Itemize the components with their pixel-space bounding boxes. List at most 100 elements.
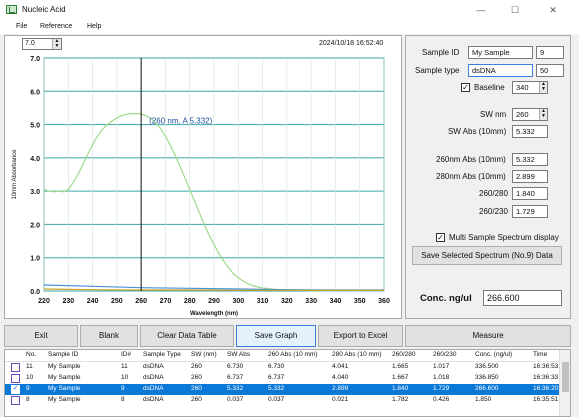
x-tick-label: 350: [354, 298, 366, 305]
ratio-260-280-label: 260/280: [479, 189, 508, 198]
cell-ratio-260-230: 1.017: [433, 363, 450, 370]
column-header-time: Time: [533, 351, 548, 358]
x-tick-label: 360: [378, 298, 390, 305]
plot-timestamp: 2024/10/18 16:52:40: [319, 40, 384, 47]
baseline-label: Baseline: [474, 83, 505, 92]
sample-number-field[interactable]: 9: [536, 46, 564, 59]
cell-no: 8: [26, 396, 30, 403]
y-tick-label: 7.0: [30, 56, 40, 63]
cell-ratio-260-280: 1.782: [392, 396, 409, 403]
results-table[interactable]: No. Sample ID ID# Sample Type SW (nm) SW…: [4, 349, 571, 417]
table-scrollbar[interactable]: [559, 350, 570, 416]
cell-time: 16:35:51: [533, 396, 559, 403]
table-row[interactable]: 8 My Sample 8 dsDNA 260 0.037 0.037 0.021 1.782 0…: [5, 395, 561, 406]
cell-ratio-260-230: 1.018: [433, 374, 450, 381]
sw-nm-label: SW nm: [480, 110, 507, 119]
a260-label: 260nm Abs (10mm): [436, 155, 506, 164]
row-checkbox[interactable]: ✓: [11, 385, 20, 394]
x-tick-label: 300: [232, 298, 244, 305]
menu-reference[interactable]: Reference: [40, 23, 73, 30]
x-tick-label: 250: [111, 298, 123, 305]
y-max-spin-arrows[interactable]: ▲ ▼: [52, 39, 61, 49]
column-header-id-number: ID#: [121, 351, 132, 358]
cell-time: 16:36:33: [533, 374, 559, 381]
cell-sw-nm: 260: [191, 363, 202, 370]
table-row[interactable]: 11 My Sample 11 dsDNA 260 6.730 6.730 4.041 1.66…: [5, 362, 561, 373]
x-tick-label: 320: [281, 298, 293, 305]
spectrum-chart[interactable]: 0.0 1.0 2.0 3.0 4.0 5.0 6.0 7.0 220 230 240 250 260 2…: [4, 35, 402, 319]
cell-time: 16:36:53: [533, 363, 559, 370]
cell-sw-nm: 260: [191, 385, 202, 392]
table-row[interactable]: ✓ 9 My Sample 9 dsDNA 260 5.332 5.332 2.899 1.840…: [5, 384, 561, 395]
measure-button[interactable]: Measure: [405, 325, 571, 347]
x-tick-label: 340: [330, 298, 342, 305]
multi-spectrum-checkbox[interactable]: ✓: [436, 233, 445, 242]
cell-sample-id: My Sample: [48, 374, 81, 381]
baseline-field[interactable]: 340 ▲ ▼: [512, 81, 548, 94]
save-spectrum-button[interactable]: Save Selected Spectrum (No.9) Data: [412, 246, 562, 265]
ratio-260-230-label: 260/230: [479, 207, 508, 216]
sample-id-field[interactable]: My Sample: [468, 46, 533, 59]
x-tick-label: 280: [184, 298, 196, 305]
concentration-label: Conc. ng/ul: [420, 293, 472, 304]
x-tick-label: 330: [305, 298, 317, 305]
cell-abs-280: 0.021: [332, 396, 349, 403]
exit-button[interactable]: Exit: [4, 325, 78, 347]
sample-type-factor-field[interactable]: 50: [536, 64, 564, 77]
x-tick-label: 270: [160, 298, 172, 305]
cell-sw-nm: 260: [191, 374, 202, 381]
menu-help[interactable]: Help: [87, 23, 102, 30]
save-graph-button[interactable]: Save Graph: [236, 325, 316, 347]
series-line: [43, 112, 384, 292]
column-header-280-abs: 280 Abs (10 mm): [332, 351, 382, 358]
minimize-button[interactable]: —: [476, 5, 486, 15]
cell-sample-type: dsDNA: [143, 363, 164, 370]
cell-id-number: 10: [121, 374, 129, 381]
y-max-spinbox[interactable]: 7.0 ▲ ▼: [22, 38, 62, 50]
y-tick-label: 0.0: [30, 289, 40, 296]
cell-sw-abs: 6.730: [227, 363, 244, 370]
row-checkbox[interactable]: [11, 363, 20, 372]
cell-abs-280: 4.041: [332, 363, 349, 370]
sw-nm-field[interactable]: 260 ▲ ▼: [512, 108, 548, 121]
baseline-checkbox[interactable]: ✓: [461, 83, 470, 92]
cell-ratio-260-280: 1.840: [392, 385, 409, 392]
close-button[interactable]: ✕: [549, 5, 557, 15]
maximize-button[interactable]: ☐: [510, 5, 520, 15]
x-tick-label: 290: [208, 298, 220, 305]
y-tick-label: 4.0: [30, 156, 40, 163]
y-max-value: 7.0: [25, 40, 35, 47]
cell-abs-280: 4.040: [332, 374, 349, 381]
cell-ratio-260-280: 1.665: [392, 363, 409, 370]
sw-nm-spin-arrows[interactable]: ▲ ▼: [539, 109, 547, 120]
baseline-spin-arrows[interactable]: ▲ ▼: [539, 82, 547, 93]
scrollbar-thumb[interactable]: [562, 362, 569, 392]
cell-id-number: 9: [121, 385, 125, 392]
concentration-field: 266.600: [483, 290, 562, 306]
x-tick-label: 230: [62, 298, 74, 305]
series-line: [43, 288, 384, 291]
row-checkbox[interactable]: [11, 374, 20, 383]
x-axis-label: Wavelength (nm): [190, 311, 238, 317]
menu-file[interactable]: File: [16, 23, 28, 30]
app-icon: [6, 5, 17, 14]
cell-no: 9: [26, 385, 30, 392]
title-bar[interactable]: Nucleic Acid — ☐ ✕: [0, 0, 579, 20]
cell-sample-id: My Sample: [48, 396, 81, 403]
cell-abs-260: 5.332: [268, 385, 285, 392]
row-checkbox[interactable]: [11, 396, 20, 405]
cursor-readout: (260 nm, A 5.332): [149, 117, 212, 126]
sample-type-field[interactable]: dsDNA: [468, 64, 533, 77]
cell-sample-type: dsDNA: [143, 385, 164, 392]
cell-sw-abs: 6.737: [227, 374, 244, 381]
table-row[interactable]: 10 My Sample 10 dsDNA 260 6.737 6.737 4.040 1.66…: [5, 373, 561, 384]
cell-no: 10: [26, 374, 34, 381]
column-header-260-230: 260/230: [433, 351, 457, 358]
sw-nm-value: 260: [516, 110, 529, 119]
y-tick-label: 3.0: [30, 189, 40, 196]
blank-button[interactable]: Blank: [80, 325, 138, 347]
cell-abs-260: 0.037: [268, 396, 285, 403]
clear-data-table-button[interactable]: Clear Data Table: [140, 325, 234, 347]
cell-sample-type: dsDNA: [143, 396, 164, 403]
export-to-excel-button[interactable]: Export to Excel: [318, 325, 403, 347]
